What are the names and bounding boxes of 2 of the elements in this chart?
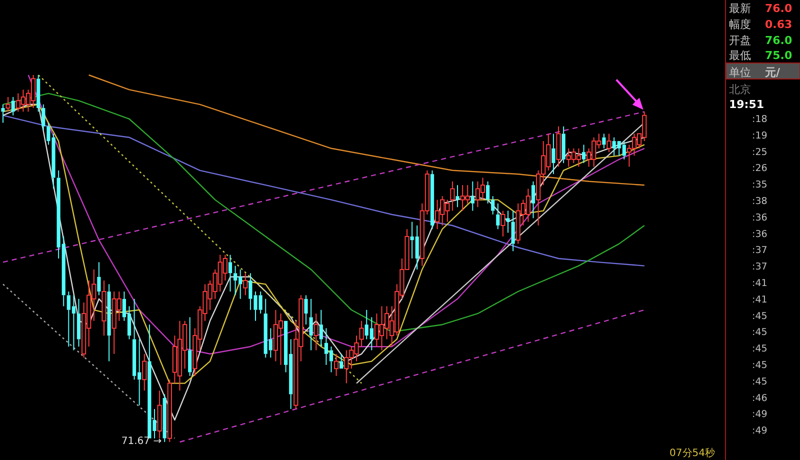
- annotation-low: 71.67 →: [121, 436, 162, 447]
- panel: 最新 76.0 幅度 0.63 开盘 76.0 最低 75.0 单位 元/ 北京 19:51 :18 :19 :25 :26 :35 :38 :36 :36 :37 :37 :41 :41 :45 :45 :45 :45 :45 :46 :49 :49 07分54秒: [670, 0, 800, 460]
